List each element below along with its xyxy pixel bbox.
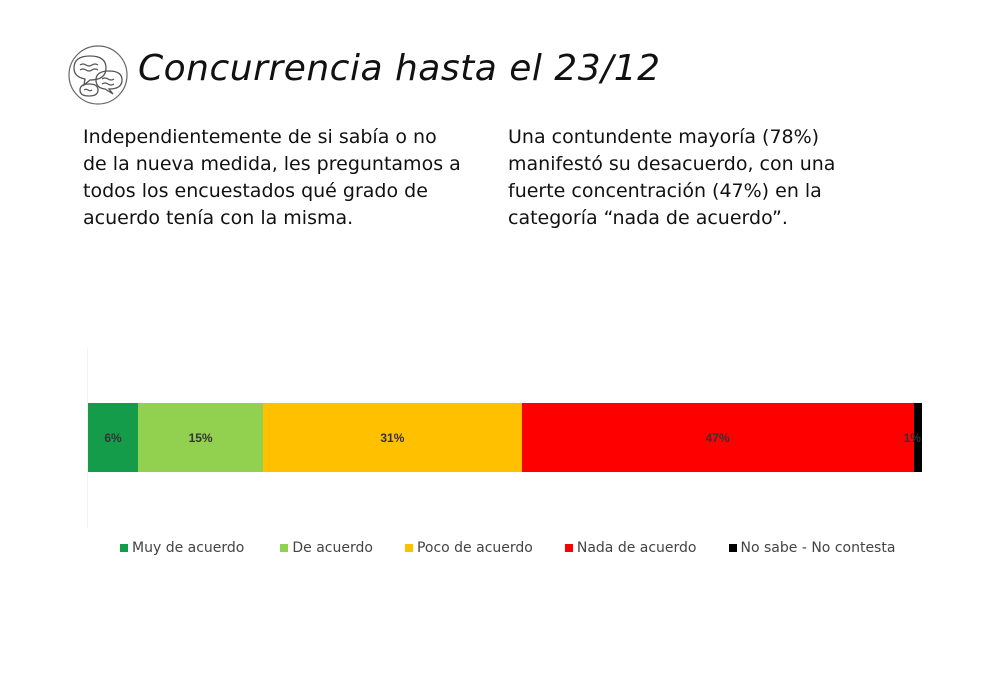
data-label: 47% [705, 430, 730, 445]
legend-swatch [120, 544, 128, 552]
legend-item: Nada de acuerdo [564, 540, 697, 556]
speech-bubbles-logo-icon [68, 45, 128, 105]
chart-legend: Muy de acuerdo De acuerdo Poco de acuerdo N… [120, 540, 895, 556]
bar-segment-poco-de-acuerdo: 31% [263, 403, 522, 472]
stacked-bar: 6% 15% 31% 47% 1% [88, 403, 922, 472]
bar-segment-no-sabe-no-contesta: 1% [904, 403, 922, 472]
data-label: 31% [380, 430, 405, 445]
data-label: 6% [104, 430, 122, 445]
legend-item: Poco de acuerdo [404, 540, 533, 556]
intro-right-line: Una contundente mayoría (78%) [508, 126, 820, 148]
page-title: Concurrencia hasta el 23/12 [138, 48, 661, 89]
bar-segment-muy-de-acuerdo: 6% [88, 403, 139, 472]
intro-right-line: fuerte concentración (47%) en la [508, 180, 822, 202]
intro-left-text: Independientemente de si sabía o no de l… [83, 124, 503, 232]
legend-item: De acuerdo [280, 540, 373, 556]
bar-segment-de-acuerdo: 15% [138, 403, 264, 472]
intro-left-line: Independientemente de si sabía o no [83, 126, 437, 148]
intro-left-line: acuerdo tenía con la misma. [83, 207, 354, 229]
intro-left-line: de la nueva medida, les preguntamos a [83, 153, 461, 175]
legend-label: Muy de acuerdo [132, 540, 245, 556]
intro-right-line: manifestó su desacuerdo, con una [508, 153, 836, 175]
data-label: 1% [903, 430, 921, 445]
bar-segment-nada-de-acuerdo: 47% [521, 403, 914, 472]
data-label: 15% [188, 430, 213, 445]
legend-item: No sabe - No contesta [728, 540, 896, 556]
legend-swatch [728, 544, 737, 552]
legend-label: De acuerdo [292, 540, 373, 556]
legend-swatch [564, 544, 573, 552]
legend-swatch [280, 544, 289, 552]
legend-swatch [404, 544, 413, 552]
legend-item: Muy de acuerdo [120, 540, 244, 556]
legend-label: Nada de acuerdo [576, 540, 697, 556]
legend-label: Poco de acuerdo [416, 540, 533, 556]
chart-axis-line [87, 348, 88, 528]
intro-left-line: todos los encuestados qué grado de [83, 180, 428, 202]
intro-right-text: Una contundente mayoría (78%) manifestó … [508, 124, 888, 232]
legend-label: No sabe - No contesta [740, 540, 896, 556]
intro-right-line: categoría “nada de acuerdo”. [508, 207, 788, 229]
